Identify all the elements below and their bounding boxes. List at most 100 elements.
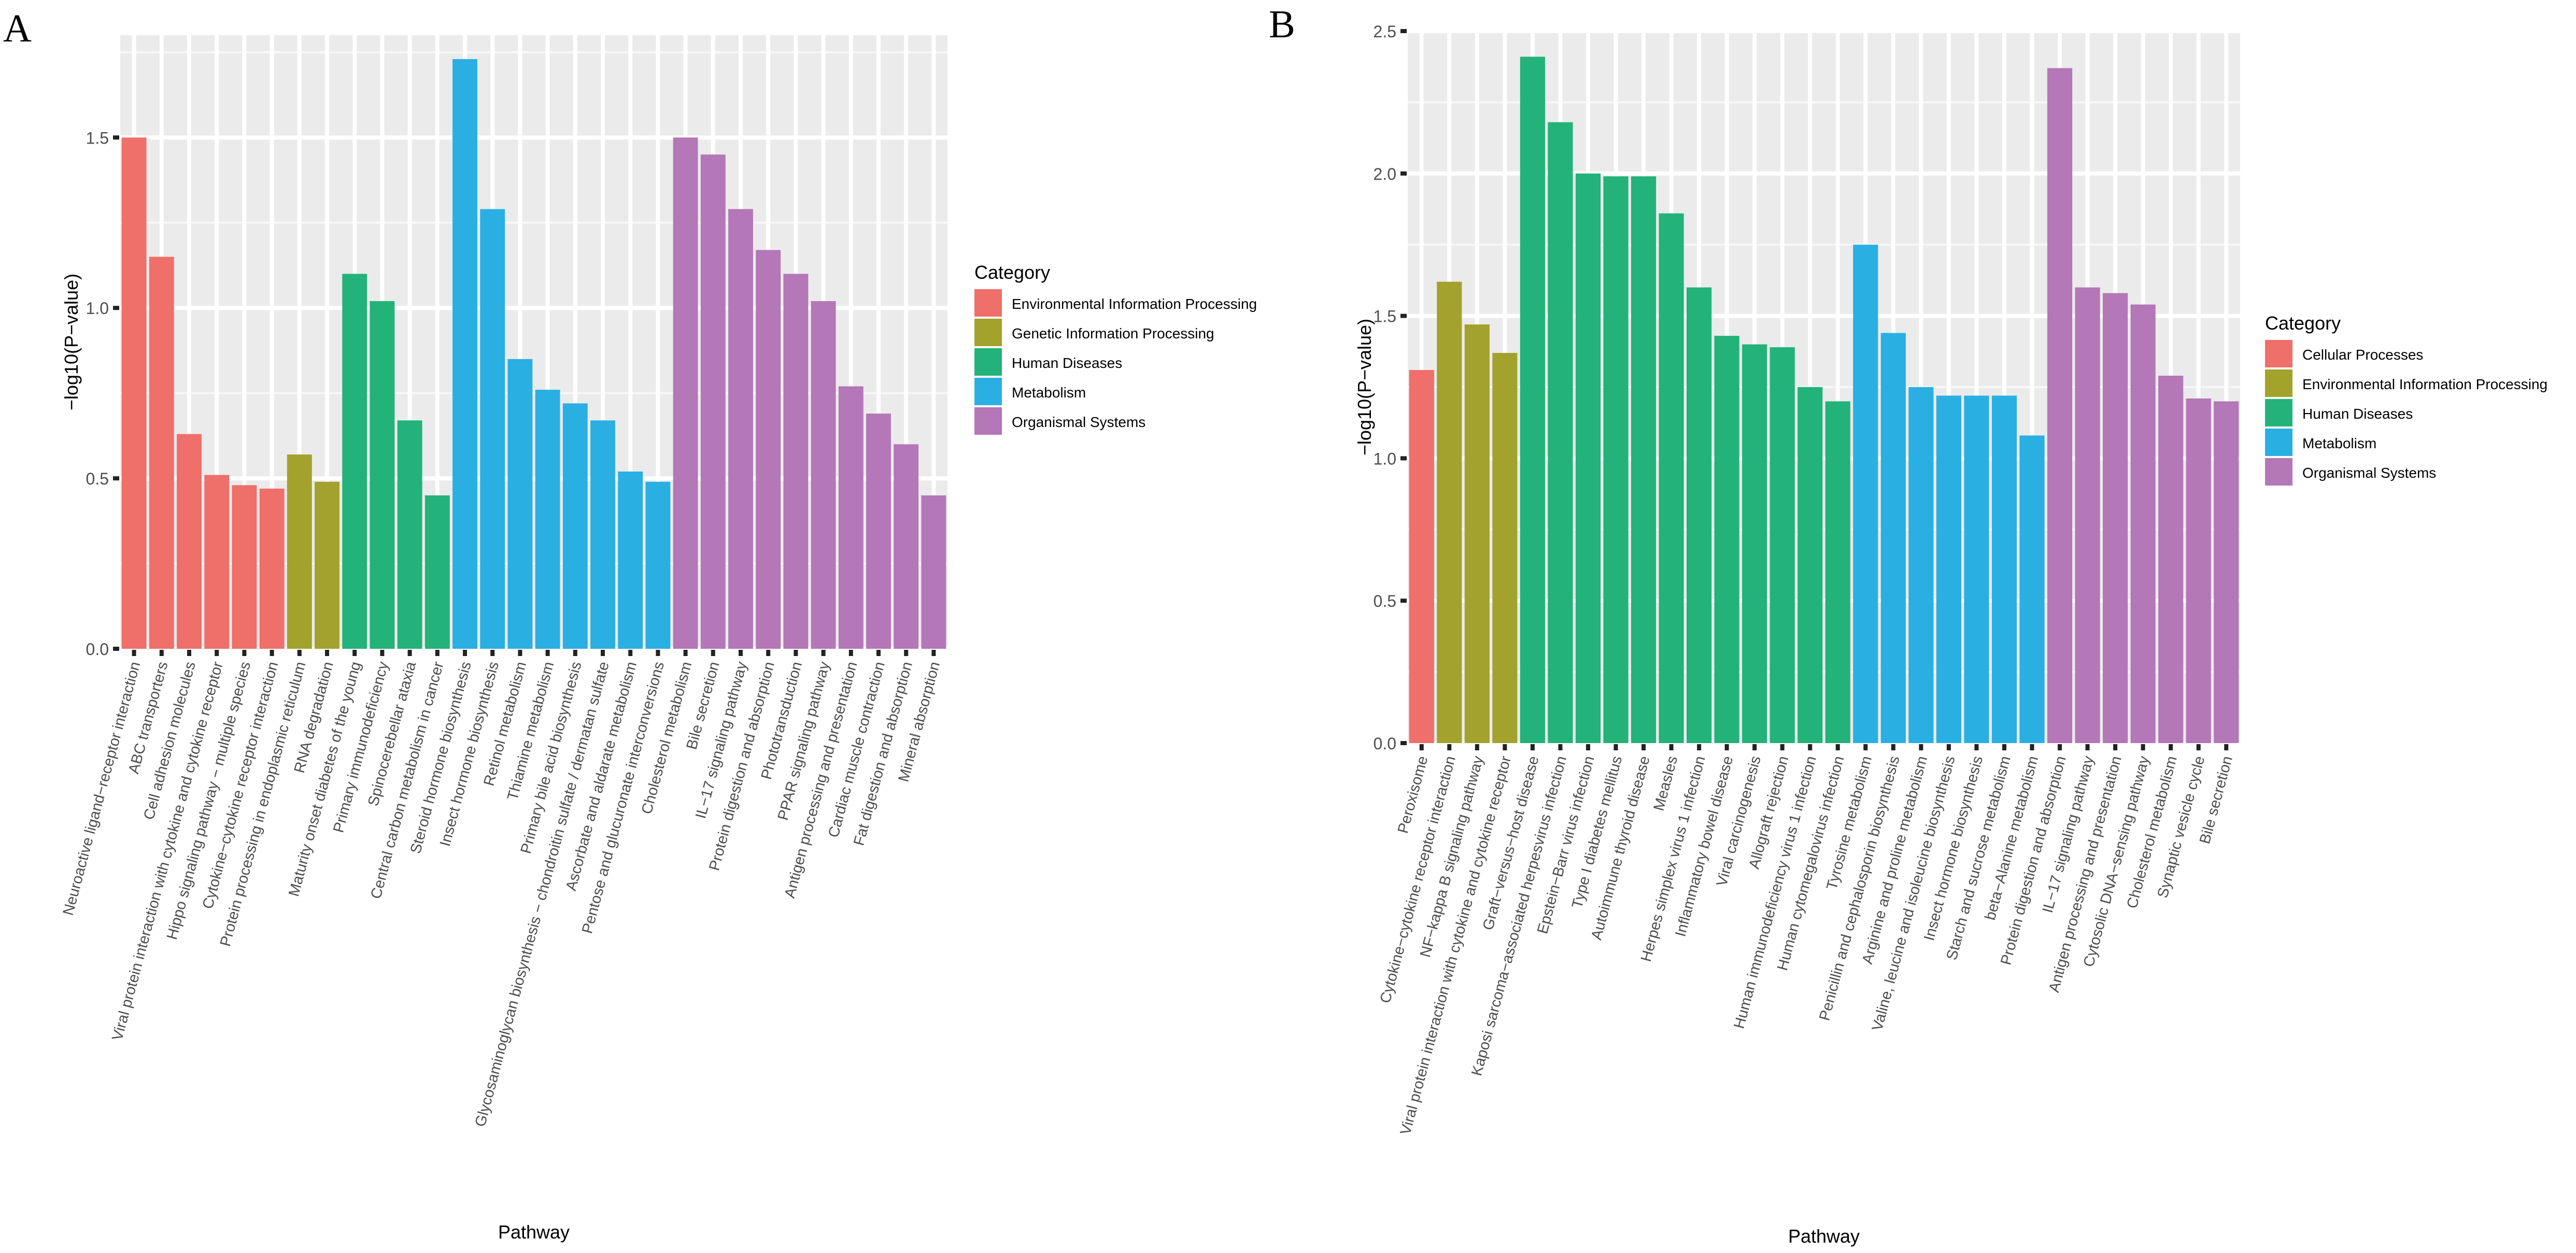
bar-a-25 (783, 274, 809, 649)
y-tick-label: 1.5 (86, 129, 109, 147)
legend: Category Environmental Information Proces… (974, 262, 1257, 435)
bar-b-13 (1742, 344, 1767, 743)
bar-b-4 (1492, 353, 1518, 743)
y-tick-label: 0.5 (1374, 592, 1396, 610)
bar-a-30 (921, 495, 946, 649)
bar-a-18 (590, 420, 615, 649)
legend-label: Metabolism (2302, 435, 2376, 451)
bar-a-19 (618, 471, 643, 649)
bar-b-6 (1548, 122, 1573, 744)
bar-a-4 (204, 475, 230, 649)
bar-a-26 (811, 301, 836, 649)
x-axis-title: Pathway (1788, 1226, 1860, 1247)
bar-a-5 (232, 485, 257, 649)
bar-b-22 (1991, 395, 2017, 743)
bar-a-3 (177, 434, 202, 649)
legend-title: Category (974, 262, 1050, 283)
legend-label: Metabolism (1012, 385, 1086, 401)
bar-b-23 (2019, 435, 2045, 743)
y-tick-label: 1.0 (1374, 449, 1396, 468)
bar-a-11 (397, 420, 422, 649)
legend-label: Organismal Systems (2302, 465, 2436, 481)
bar-b-30 (2214, 401, 2239, 743)
bar-a-27 (838, 386, 864, 649)
bar-a-9 (342, 274, 367, 649)
bar-b-24 (2047, 68, 2073, 743)
legend-title: Category (2265, 312, 2341, 334)
y-tick-label: 1.5 (1374, 307, 1396, 326)
legend: Category Cellular Processes Environmental … (2265, 312, 2547, 486)
bar-b-28 (2158, 376, 2184, 743)
bar-a-28 (866, 414, 891, 649)
bar-b-8 (1603, 176, 1629, 743)
bar-b-18 (1880, 333, 1906, 743)
bar-b-12 (1714, 336, 1739, 743)
bar-a-20 (645, 481, 671, 649)
y-tick-label: 2.5 (1374, 22, 1396, 41)
legend-swatch (974, 378, 1002, 405)
bar-b-2 (1437, 281, 1462, 743)
bar-a-16 (535, 390, 560, 649)
bar-a-12 (424, 495, 450, 649)
y-tick-label: 1.0 (86, 299, 109, 318)
x-axis-title: Pathway (498, 1221, 570, 1243)
legend-swatch (2265, 369, 2292, 397)
y-axis-title: −log10(P−value) (61, 274, 82, 410)
legend-swatch (974, 319, 1002, 346)
bar-b-27 (2130, 304, 2156, 743)
bar-a-21 (673, 137, 698, 649)
legend-label: Human Diseases (2302, 406, 2413, 422)
bar-a-8 (315, 481, 339, 649)
bar-a-15 (507, 359, 533, 649)
legend-swatch (974, 348, 1002, 376)
bar-a-29 (894, 444, 919, 649)
bar-b-11 (1687, 287, 1712, 743)
y-tick-label: 0.0 (1374, 734, 1396, 753)
bar-b-10 (1659, 213, 1684, 743)
bar-b-3 (1464, 324, 1490, 743)
bar-a-17 (562, 403, 588, 649)
legend-label: Human Diseases (1012, 355, 1122, 371)
bar-b-5 (1520, 56, 1545, 744)
panel-a-label: A (3, 7, 32, 50)
bar-a-7 (287, 454, 312, 649)
bar-a-24 (756, 250, 781, 649)
bar-a-2 (149, 257, 174, 649)
bar-b-17 (1853, 245, 1878, 743)
y-tick-label: 0.0 (86, 640, 109, 659)
bar-b-20 (1936, 395, 1961, 743)
legend-swatch (2265, 399, 2292, 426)
bar-a-1 (121, 137, 147, 649)
bar-a-10 (370, 301, 395, 649)
bar-a-13 (452, 59, 477, 649)
bar-a-23 (728, 209, 753, 649)
x-tick-label: Neuroactive ligand−receptor interaction (60, 660, 144, 917)
x-tick-label: Measles (1650, 754, 1681, 813)
legend-label: Organismal Systems (1012, 414, 1145, 430)
bar-b-7 (1575, 173, 1601, 743)
bar-b-26 (2103, 293, 2128, 743)
y-tick-label: 2.0 (1374, 165, 1396, 183)
bar-b-14 (1770, 347, 1795, 743)
bar-b-1 (1409, 370, 1434, 743)
legend-swatch (2265, 458, 2292, 486)
legend-label: Cellular Processes (2302, 347, 2423, 363)
bar-b-9 (1631, 176, 1657, 743)
bar-b-15 (1797, 387, 1823, 743)
legend-swatch (974, 407, 1002, 435)
bar-b-16 (1825, 401, 1850, 743)
bar-a-22 (700, 154, 726, 649)
legend-label: Environmental Information Processing (1012, 296, 1257, 312)
bar-b-19 (1908, 387, 1934, 743)
legend-swatch (974, 289, 1002, 317)
legend-swatch (2265, 340, 2292, 367)
bar-a-14 (480, 209, 505, 649)
legend-label: Genetic Information Processing (1012, 325, 1214, 341)
chart-b: 0.00.51.01.52.02.5PeroxisomeCytokine−cyt… (1354, 22, 2547, 1247)
panel-b-label: B (1269, 3, 1295, 46)
bar-a-6 (259, 488, 285, 649)
bar-b-29 (2186, 398, 2211, 743)
legend-swatch (2265, 429, 2292, 456)
y-axis-title: −log10(P−value) (1354, 319, 1375, 455)
